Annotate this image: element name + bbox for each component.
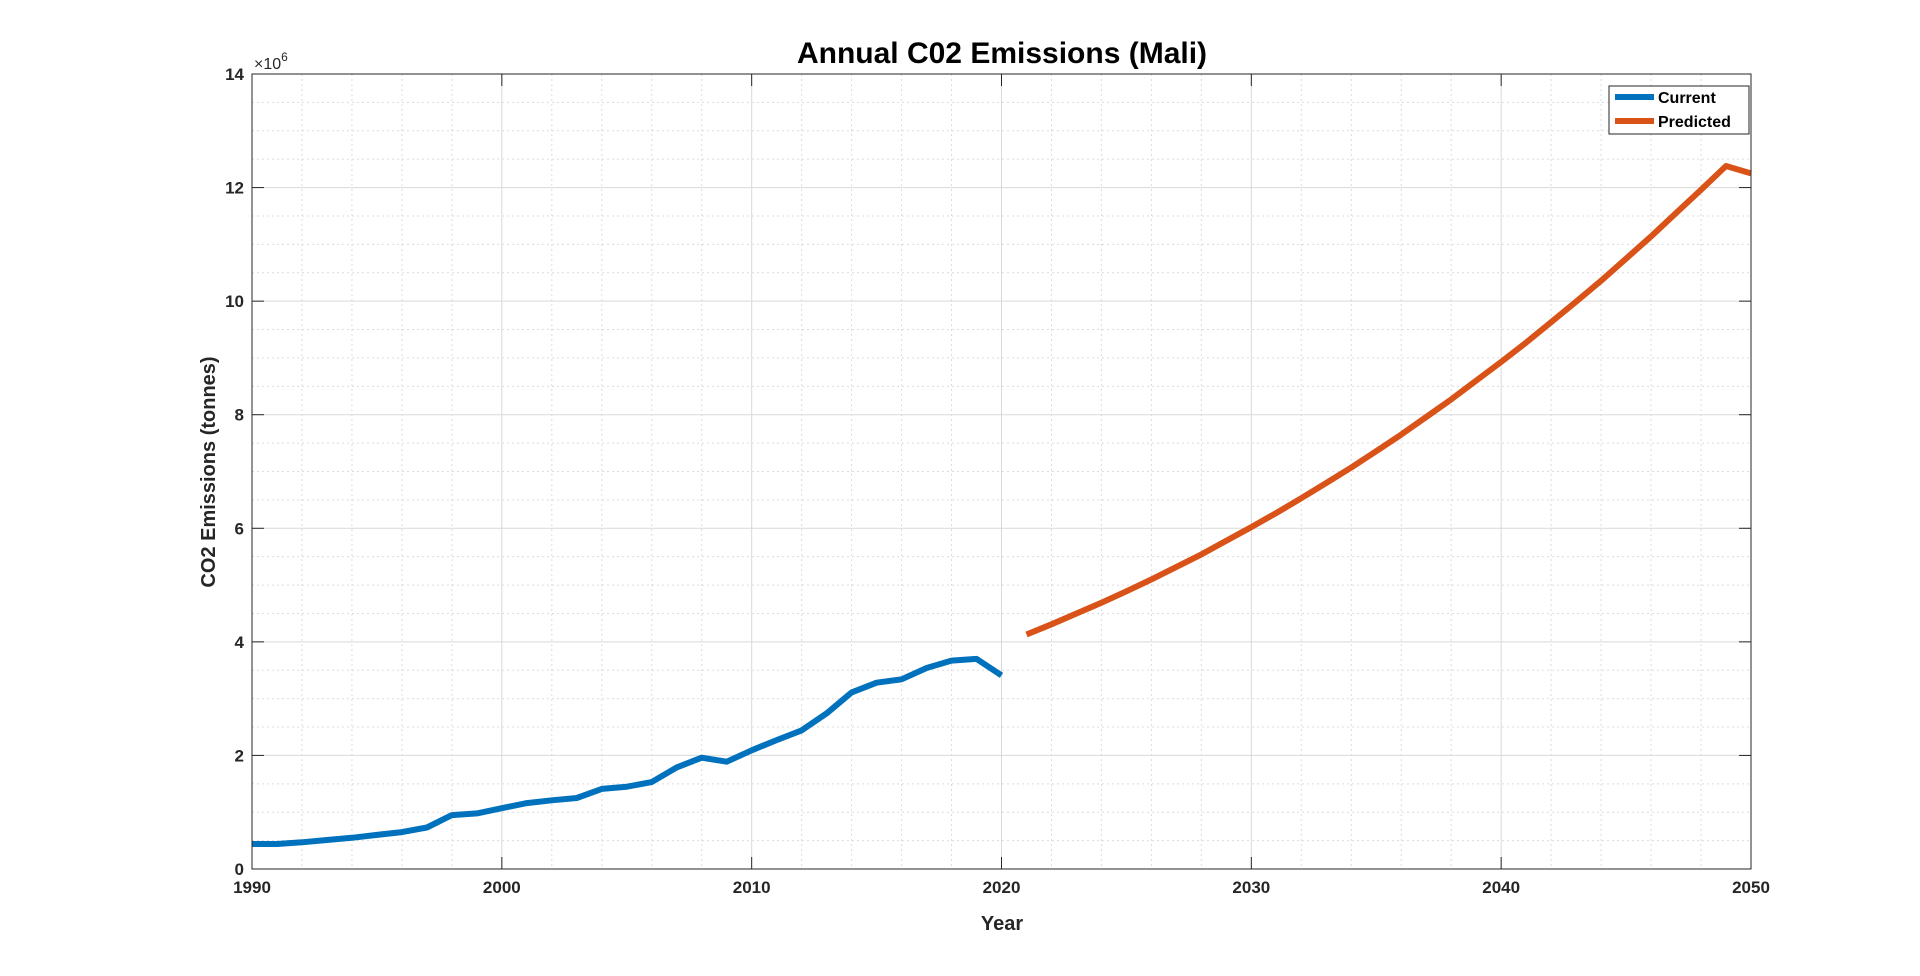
x-axis-title: Year [981, 913, 1023, 935]
x-tick-label: 1990 [233, 878, 271, 897]
major-grid [251, 73, 1752, 870]
y-axis-multiplier-base: ×10 [254, 56, 281, 73]
y-tick-label: 4 [235, 633, 245, 652]
y-tick-label: 6 [235, 519, 244, 538]
series-line-predicted [1025, 163, 1752, 638]
legend-label-predicted: Predicted [1658, 114, 1731, 131]
legend: Current Predicted [1608, 85, 1750, 135]
series-line-current [252, 655, 1004, 847]
y-tick-label: 10 [225, 292, 244, 311]
x-tick-label: 2030 [1232, 878, 1270, 897]
y-tick-label: 14 [225, 65, 244, 84]
ticks-layer: 1990 2000 2010 2020 2030 2040 2050 0 2 4 6 8 10 12 14 [225, 65, 1770, 897]
y-axis-multiplier: ×106 [254, 50, 288, 73]
legend-label-current: Current [1658, 90, 1716, 107]
chart-title: Annual C02 Emissions (Mali) [797, 37, 1207, 70]
series-layer [252, 163, 1752, 847]
x-tick-label: 2020 [983, 878, 1021, 897]
x-tick-label: 2050 [1732, 878, 1770, 897]
x-tick-label: 2010 [733, 878, 771, 897]
y-axis-title: CO2 Emissions (tonnes) [198, 356, 220, 587]
y-axis-multiplier-exponent: 6 [281, 50, 288, 64]
y-tick-label: 2 [235, 746, 244, 765]
x-tick-label: 2040 [1482, 878, 1520, 897]
x-tick-label: 2000 [483, 878, 521, 897]
y-tick-label: 0 [235, 860, 244, 879]
y-tick-label: 12 [225, 179, 244, 198]
y-tick-label: 8 [235, 406, 244, 425]
